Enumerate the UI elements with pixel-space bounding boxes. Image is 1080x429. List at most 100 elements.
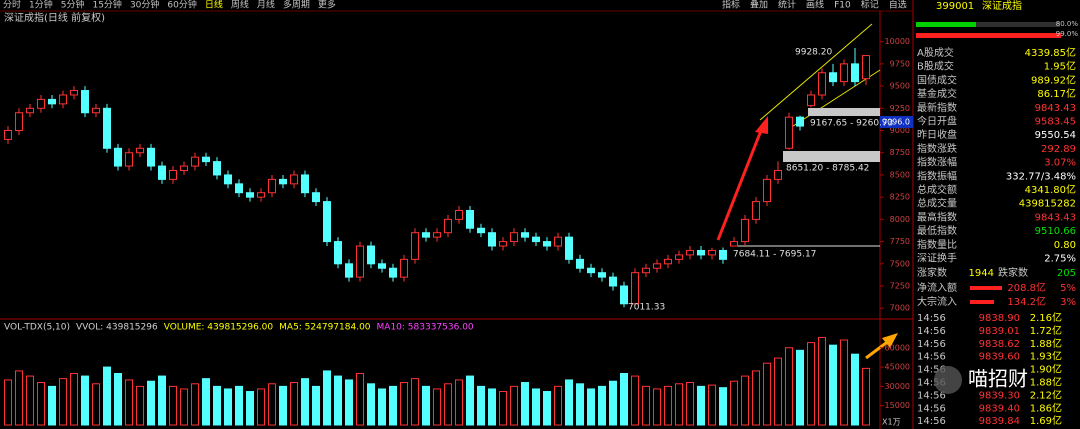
annotation: 9167.65 - 9260.73 xyxy=(810,119,893,129)
candle-body xyxy=(59,94,67,105)
tick-time: 14:56 xyxy=(917,403,946,414)
period-tab[interactable]: 30分钟 xyxy=(130,0,159,11)
volume-bar xyxy=(59,378,67,426)
flow-bar xyxy=(970,286,1002,290)
candle-body xyxy=(620,285,628,305)
volume-bar xyxy=(862,367,870,426)
candle-body xyxy=(532,236,540,243)
price-tag-label: 9096.0 xyxy=(882,117,910,126)
candle-body xyxy=(499,241,507,247)
candle-body xyxy=(807,94,815,107)
tool-button[interactable]: 指标 xyxy=(722,0,740,11)
tool-button[interactable]: F10 xyxy=(834,1,851,11)
stat-label: 最高指数 xyxy=(917,210,957,223)
candle-body xyxy=(642,267,650,274)
period-tab[interactable]: 分时 xyxy=(3,0,21,11)
annotation: 9928.20 xyxy=(795,48,832,58)
volume-bar xyxy=(774,357,782,426)
candle-body xyxy=(477,227,485,234)
volume-legend: MA5: 524797184.00 xyxy=(279,323,371,333)
y-tick-label: 30000 xyxy=(885,382,910,391)
tool-button[interactable]: 自选 xyxy=(889,0,907,11)
candle-body xyxy=(191,156,199,167)
red-arrow-head xyxy=(755,116,768,134)
breadth-value: 1944 xyxy=(969,268,994,279)
stat-label: 深证换手 xyxy=(917,252,957,265)
volume-bar xyxy=(389,385,397,426)
candle-body xyxy=(202,156,210,163)
y-tick-label: 7000 xyxy=(890,304,910,313)
tick-price: 9839.30 xyxy=(979,390,1020,401)
volume-bar xyxy=(576,383,584,426)
stat-value: 9550.54 xyxy=(1035,130,1076,141)
volume-bar xyxy=(356,373,364,426)
period-tab[interactable]: 多周期 xyxy=(283,0,310,11)
tick-price: 9838.90 xyxy=(979,313,1020,324)
period-tab[interactable]: 更多 xyxy=(318,0,336,11)
stat-label: 国债成交 xyxy=(917,73,957,86)
candle-body xyxy=(697,249,705,256)
tick-amount: 1.90亿 xyxy=(1030,363,1062,376)
volume-bar xyxy=(400,382,408,426)
tick-time: 14:56 xyxy=(917,352,946,363)
y-tick-label: 8750 xyxy=(890,148,910,157)
volume-bar xyxy=(323,370,331,426)
candle-body xyxy=(169,169,177,180)
volume-bar xyxy=(257,388,265,426)
tick-amount: 1.86亿 xyxy=(1030,401,1062,414)
tick-amount: 1.88亿 xyxy=(1030,376,1062,389)
stat-label: 指数振幅 xyxy=(917,169,957,182)
candle-body xyxy=(565,236,573,260)
candle-body xyxy=(92,107,100,114)
stat-value: 439815282 xyxy=(1019,199,1076,210)
y-tick-label: 9250 xyxy=(890,104,910,113)
volume-bar xyxy=(521,382,529,426)
candle-body xyxy=(279,178,287,185)
stat-label: 今日开盘 xyxy=(917,115,957,128)
candle-body xyxy=(708,249,716,256)
volume-bar xyxy=(796,349,804,426)
candle-body xyxy=(521,232,529,238)
candle-body xyxy=(752,201,760,220)
candle-body xyxy=(323,201,331,243)
tick-time: 14:56 xyxy=(917,416,946,427)
volume-legend: VOL-TDX(5,10) xyxy=(4,323,70,333)
period-tab[interactable]: 月线 xyxy=(257,0,275,11)
period-tab[interactable]: 日线 xyxy=(205,0,223,11)
volume-bar xyxy=(488,388,496,426)
candle-body xyxy=(631,272,639,305)
tool-button[interactable]: 画线 xyxy=(806,0,824,11)
volume-bar xyxy=(532,388,540,426)
tool-button[interactable]: 叠加 xyxy=(750,0,768,11)
volume-bar xyxy=(697,385,705,426)
volume-bar xyxy=(147,380,155,426)
tool-button[interactable]: 统计 xyxy=(778,0,796,11)
watermark: 喵招财 xyxy=(968,367,1028,391)
chart-title: 深证成指(日线 前复权) xyxy=(4,11,105,24)
period-tab[interactable]: 1分钟 xyxy=(29,0,53,11)
volume-bar xyxy=(565,379,573,426)
volume-bar xyxy=(136,385,144,426)
tool-button[interactable]: 标记 xyxy=(861,0,879,11)
period-tab[interactable]: 周线 xyxy=(231,0,249,11)
volume-bar xyxy=(312,385,320,426)
volume-bar xyxy=(114,373,122,426)
period-tab[interactable]: 15分钟 xyxy=(92,0,121,11)
candle-body xyxy=(433,232,441,238)
volume-bar xyxy=(213,385,221,426)
volume-bar xyxy=(455,379,463,426)
candle-body xyxy=(785,116,793,149)
volume-bar xyxy=(158,375,166,426)
stat-value: 1.95亿 xyxy=(1044,60,1076,73)
volume-bar xyxy=(818,336,826,426)
volume-bar xyxy=(224,388,232,426)
period-tab[interactable]: 5分钟 xyxy=(61,0,85,11)
candle-body xyxy=(675,254,683,260)
volume-bar xyxy=(664,385,672,426)
sidebar-header: 399001 xyxy=(936,1,974,12)
period-tab[interactable]: 60分钟 xyxy=(167,0,196,11)
stat-value: 989.92亿 xyxy=(1031,73,1076,86)
candle-body xyxy=(15,112,23,132)
candle-body xyxy=(180,165,188,171)
volume-bar xyxy=(48,385,56,426)
